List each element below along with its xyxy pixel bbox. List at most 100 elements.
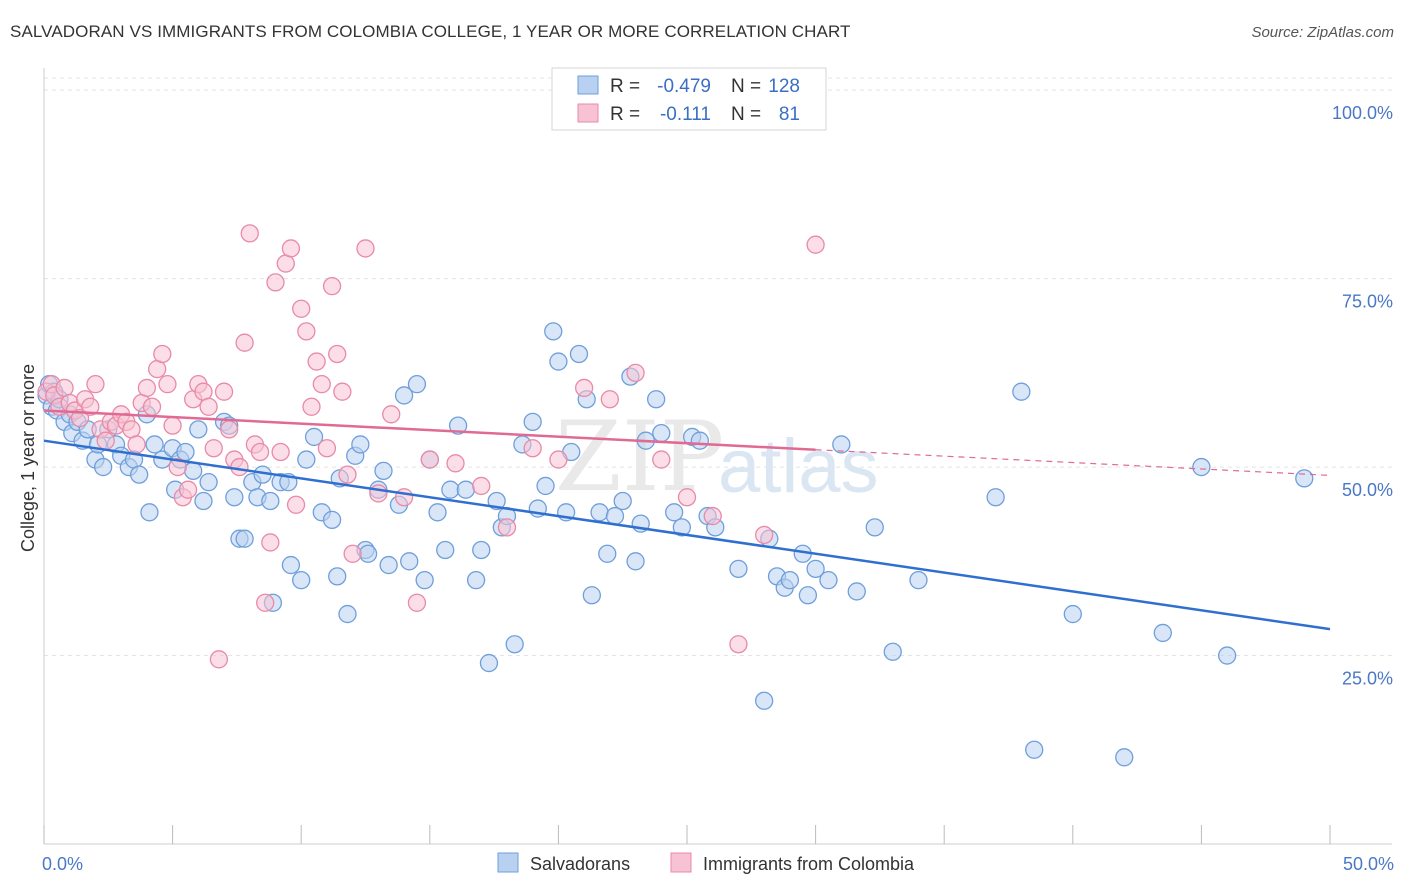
point-colombia [214,382,234,401]
point-colombia [338,465,357,484]
point-colombia [343,544,362,563]
point-salvadorans [646,390,666,409]
point-salvadorans [755,691,774,710]
point-salvadorans [1012,382,1031,401]
point-colombia [472,476,491,496]
point-salvadorans [806,559,825,578]
trendline-salvadorans [43,439,1331,631]
point-salvadorans [184,461,203,480]
point-salvadorans [819,571,838,590]
point-salvadorans [379,555,398,575]
point-salvadorans [456,480,475,499]
point-colombia [220,420,239,439]
trendline-colombia-extension [815,449,1331,476]
point-colombia [199,397,218,416]
axis-layer: 25.0% 50.0% 75.0% 100.0% 0.0% 50.0% [42,68,1394,874]
point-salvadorans [613,491,632,511]
point-colombia [307,352,326,371]
point-salvadorans [448,416,468,435]
point-salvadorans [441,480,460,499]
point-colombia [549,450,568,469]
point-colombia [281,239,301,258]
point-salvadorans [1192,457,1211,477]
legend-r-label: R = [610,76,640,97]
point-colombia [677,488,697,507]
point-colombia [317,439,337,458]
point-salvadorans [729,559,748,578]
point-salvadorans [176,442,195,462]
y-tick-label: 50.0% [1342,480,1393,500]
point-colombia [194,382,213,401]
point-salvadorans [472,540,491,560]
point-salvadorans [436,540,455,560]
point-salvadorans [664,503,684,522]
point-salvadorans [322,510,342,529]
point-salvadorans [394,386,414,405]
point-colombia [333,382,352,401]
series-legend: Salvadorans Immigrants from Colombia [497,852,915,874]
point-salvadorans [909,571,928,590]
point-salvadorans [189,420,208,439]
legend-r-value: -0.111 [660,104,711,125]
point-colombia [250,442,270,462]
point-salvadorans [1153,623,1172,643]
point-salvadorans [1115,748,1134,767]
point-salvadorans [304,427,324,447]
point-colombia [446,454,465,473]
point-salvadorans [351,435,370,454]
point-salvadorans [140,503,159,522]
point-salvadorans [145,435,164,454]
source-label: Source: ZipAtlas.com [1251,24,1394,41]
point-salvadorans [261,491,280,511]
point-colombia [755,525,774,545]
point-colombia [55,378,74,398]
point-salvadorans [865,518,884,537]
point-salvadorans [590,503,609,522]
x-tick-label: 0.0% [42,854,83,874]
point-salvadorans [130,465,149,484]
watermark-atlas: atlas [718,424,879,509]
point-salvadorans [847,582,866,601]
point-colombia [407,593,427,612]
point-colombia [356,239,375,258]
point-colombia [153,344,172,364]
legend-label-colombia: Immigrants from Colombia [703,854,915,874]
point-salvadorans [605,506,625,526]
point-colombia [806,235,825,254]
point-colombia [703,506,722,526]
point-colombia [86,375,105,394]
point-salvadorans [536,476,555,496]
point-colombia [266,273,285,292]
point-salvadorans [1025,740,1044,759]
point-salvadorans [986,488,1005,507]
point-salvadorans [199,473,218,492]
point-salvadorans [358,544,378,563]
point-salvadorans [798,586,818,605]
point-salvadorans [428,503,447,522]
point-salvadorans [652,424,671,443]
point-colombia [271,442,290,462]
point-colombia [209,650,229,669]
point-colombia [394,488,414,507]
legend-swatch-colombia [670,852,692,873]
point-salvadorans [235,529,254,548]
legend-n-label: N = [731,76,761,97]
point-colombia [312,375,331,394]
point-salvadorans [883,642,902,661]
point-colombia [158,375,177,394]
trend-layer [43,409,1331,631]
legend-label-salvadorans: Salvadorans [530,854,630,874]
point-salvadorans [549,352,568,371]
point-colombia [96,431,115,450]
point-colombia [127,435,146,454]
point-colombia [137,378,157,398]
point-salvadorans [582,586,601,605]
point-salvadorans [407,375,427,394]
legend-r-label: R = [610,104,640,125]
point-colombia [523,439,542,458]
point-salvadorans [505,635,524,654]
point-colombia [626,363,645,382]
point-colombia [574,378,594,398]
point-salvadorans [1217,646,1237,665]
point-salvadorans [338,604,357,624]
